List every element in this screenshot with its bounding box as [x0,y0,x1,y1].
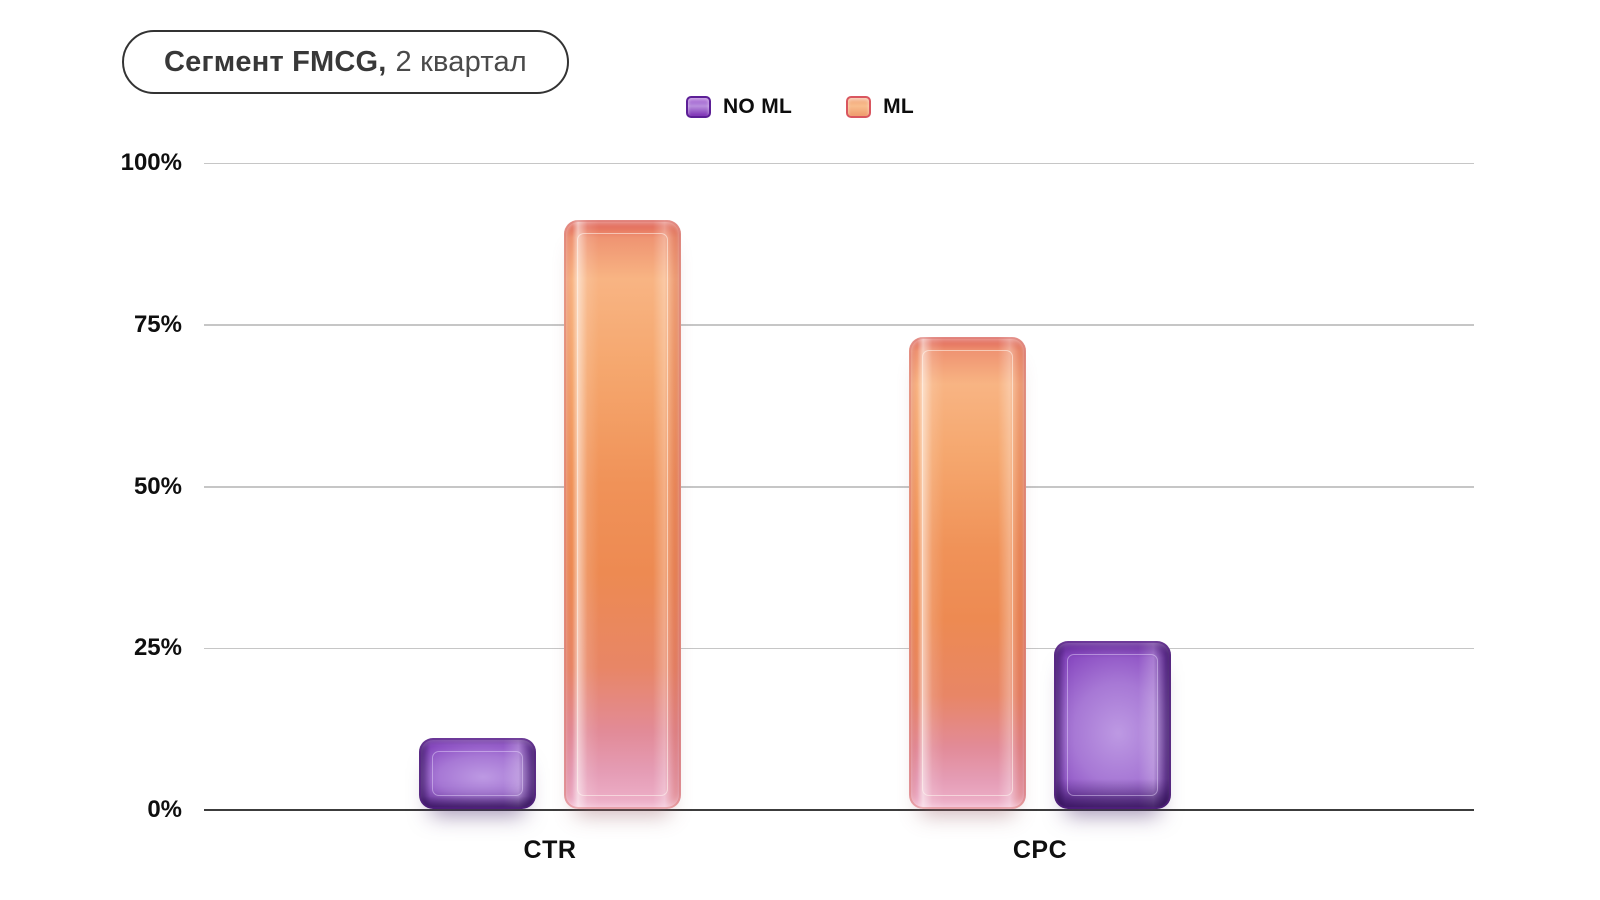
bar-cpc-ml [909,337,1026,809]
bar-glass-frame [577,233,668,796]
y-tick-label-25%: 25% [133,634,182,662]
title-quarter: 2 квартал [395,45,527,78]
category-label-ctr: CTR [523,836,577,864]
y-tick-label-100%: 100% [120,149,182,176]
legend: NO ML ML [0,85,1600,129]
legend-item-noml: NO ML [685,95,793,119]
ml-swatch-icon [846,96,872,118]
y-tick-label-50%: 50% [133,472,182,500]
legend-item-ml: ML [846,95,914,119]
gridline-100% [204,162,1474,164]
y-tick-label-75%: 75% [133,310,182,338]
category-label-cpc: CPC [1012,836,1068,864]
gridline-50% [204,486,1474,488]
bar-glass-frame [432,751,523,796]
bar-cpc-noml [1054,641,1171,809]
noml-swatch-icon [685,96,711,118]
x-axis-line [204,809,1474,811]
gridline-75% [204,324,1474,326]
title-badge: Сегмент FMCG, 2 квартал [122,30,569,94]
plot-area: 0% 25% 50% 75% 100% CTR CPC [121,149,1474,864]
gridline-25% [204,647,1474,650]
bar-ctr-noml [419,738,536,809]
bar-glass-frame [1067,654,1158,796]
legend-label-noml: NO ML [722,95,793,118]
y-tick-label-0%: 0% [147,796,182,823]
legend-label-ml: ML [883,95,915,118]
bar-glass-frame [922,350,1013,796]
bar-ctr-ml [564,220,681,809]
title-segment: Сегмент FMCG, [164,45,387,78]
